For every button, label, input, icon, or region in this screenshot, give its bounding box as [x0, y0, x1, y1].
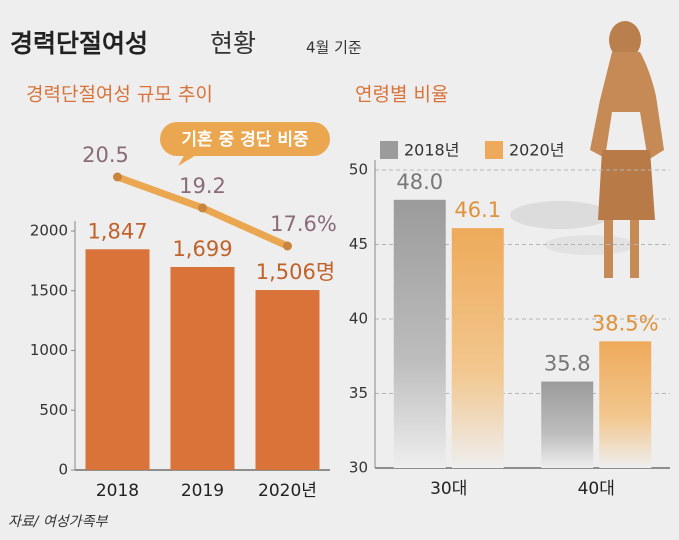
y-tick-label: 50 — [349, 161, 368, 179]
value-label: 1,506명 — [256, 260, 335, 284]
bar — [541, 381, 594, 468]
badge — [160, 122, 330, 156]
y-tick-label: 0 — [58, 461, 68, 479]
value-label: 48.0 — [396, 170, 443, 194]
bar — [599, 341, 652, 468]
bar — [170, 266, 235, 470]
note: 4월 기준 — [306, 39, 362, 57]
illustration — [510, 21, 664, 278]
bar — [451, 228, 504, 468]
x-tick-label: 2020년 — [258, 481, 317, 501]
y-tick-label: 40 — [349, 310, 368, 328]
trend-point — [198, 203, 207, 213]
value-label: 46.1 — [454, 198, 501, 222]
y-tick-label: 45 — [349, 235, 368, 253]
x-tick-label: 30대 — [430, 479, 467, 499]
y-tick-label: 35 — [349, 384, 368, 402]
y-tick-label: 1000 — [30, 341, 68, 359]
trend-point — [113, 172, 122, 182]
legend-swatch — [485, 141, 503, 159]
y-tick-label: 30 — [349, 459, 368, 477]
y-tick-label: 2000 — [30, 222, 68, 240]
title-suffix: 현황 — [210, 29, 256, 58]
badge-label: 기혼 중 경단 비중 — [181, 129, 309, 150]
chart-title: 연령별 비율 — [355, 84, 448, 106]
bar — [85, 249, 150, 470]
x-tick-label: 2018 — [96, 481, 139, 501]
value-label: 38.5% — [592, 311, 659, 335]
y-tick-label: 1500 — [30, 281, 68, 299]
bar — [255, 290, 320, 470]
legend-label: 2020년 — [509, 141, 564, 160]
value-label: 1,699 — [172, 237, 232, 261]
trend-label: 19.2 — [179, 174, 226, 198]
trend-label: 17.6% — [270, 212, 337, 236]
source: 자료/ 여성가족부 — [8, 514, 108, 530]
value-label: 35.8 — [544, 352, 591, 376]
trend-point — [283, 241, 292, 251]
badge-pointer — [178, 154, 198, 166]
chart-title: 경력단절여성 규모 추이 — [26, 84, 213, 106]
x-tick-label: 40대 — [578, 479, 615, 499]
trend-label: 20.5 — [82, 143, 129, 167]
value-label: 1,847 — [87, 219, 147, 243]
legend-label: 2018년 — [404, 141, 459, 160]
x-tick-label: 2019 — [181, 481, 224, 501]
bar — [393, 199, 446, 469]
y-tick-label: 500 — [39, 401, 68, 419]
legend-swatch — [380, 141, 398, 159]
title: 경력단절여성 — [10, 29, 148, 58]
